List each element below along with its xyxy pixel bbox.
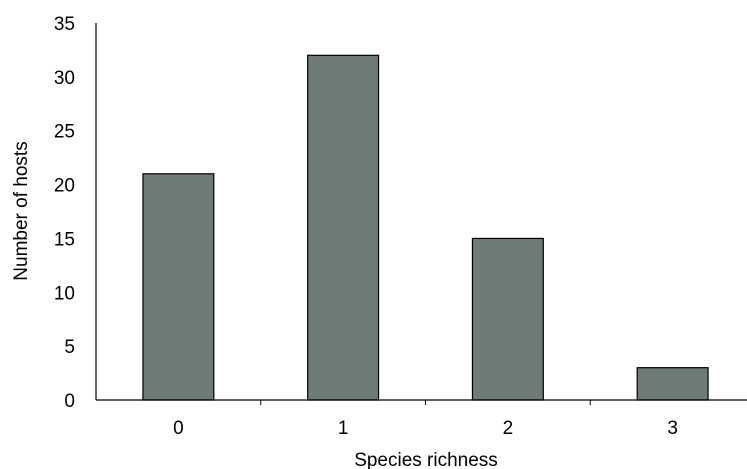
x-tick-label: 1 <box>338 418 349 439</box>
y-tick-label: 5 <box>64 337 75 358</box>
y-tick-label: 10 <box>54 283 75 304</box>
y-tick-label: 20 <box>54 176 75 197</box>
x-tick-label: 2 <box>503 418 514 439</box>
bar-1 <box>307 54 380 401</box>
y-tick-label: 30 <box>54 68 75 89</box>
y-tick-label: 15 <box>54 229 75 250</box>
bars <box>142 54 709 401</box>
x-tick-label: 3 <box>667 418 678 439</box>
y-tick-label: 25 <box>54 122 75 143</box>
bar-2 <box>471 237 544 401</box>
bar-3 <box>636 367 709 401</box>
bar-0 <box>142 173 215 401</box>
y-axis-ticks: 0 5 10 15 20 25 30 35 <box>54 14 75 412</box>
x-axis-title: Species richness <box>354 450 498 469</box>
y-tick-label: 35 <box>54 14 75 35</box>
y-tick-label: 0 <box>64 391 75 412</box>
x-tick-label: 0 <box>173 418 184 439</box>
y-axis-title: Number of hosts <box>11 141 32 280</box>
x-axis-ticks: 0 1 2 3 <box>173 400 678 439</box>
